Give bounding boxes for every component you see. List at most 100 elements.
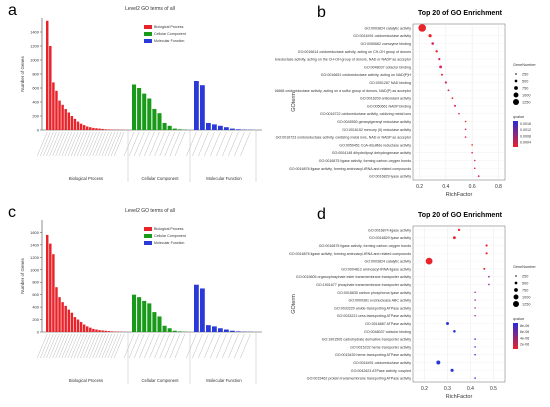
term-label: GO:0016491 oxidoreductase activity [353,361,411,365]
legend-color-bar [513,121,518,147]
term-label: GO:0015232 heme transporter activity [350,345,411,349]
bar [163,326,167,332]
term-label: GO:0016491 oxidoreductase activity [353,34,411,38]
bar [163,123,167,130]
legend-size-label: 250 [522,72,528,76]
category-tick-label [43,334,53,358]
legend-swatch [144,39,152,43]
data-point [431,42,434,45]
legend-color-label: 0.0012 [520,128,531,132]
x-tick-label: 0.4 [467,386,474,392]
y-tick-label: 600 [32,86,39,91]
legend-color-label: 0.0004 [520,141,531,145]
data-point [458,229,460,231]
bar [137,88,141,130]
category-tick-label [198,132,208,156]
category-tick-label [105,334,115,358]
term-label: GO:0016152 mercury (II) reductase activi… [342,128,411,132]
x-tick-label: 0.4 [442,184,449,190]
legend-size-label: 250 [522,274,528,278]
category-tick-label [80,132,90,156]
category-tick-label [93,132,103,156]
category-tick-label [71,132,81,156]
y-axis-label: GOterm [291,294,297,314]
bar-chart-c: Level2 GO terms of all020040060080010001… [0,202,270,402]
term-label: GO:0016616 oxidoreductase activity, acti… [275,58,412,62]
data-point [474,307,476,309]
category-tick-label [46,132,56,156]
category-tick-label [80,334,90,358]
term-label: GO:0016209 antioxidant activity [360,97,411,101]
term-label: GO:0045550 geranylgeranyl reductase acti… [337,120,411,124]
category-tick-label [68,334,78,358]
bar [55,287,57,332]
bar [104,129,106,130]
term-label: GO:0050662 coenzyme binding [360,42,411,46]
y-tick-label: 1200 [30,255,40,260]
category-tick-label [77,132,87,156]
term-label: GO:0050451 CoA-disulfide reductase activ… [339,143,411,147]
bar [104,331,106,332]
bar [194,285,199,332]
x-tick-label: 0.5 [490,386,497,392]
category-tick-label [93,334,103,358]
category-group-label: Cellular Component [141,378,179,383]
category-tick-label [99,132,109,156]
data-point [465,136,467,138]
data-point [435,50,437,52]
data-point [451,369,454,372]
data-point [438,58,440,60]
category-tick-label [114,334,124,358]
bar [152,109,156,130]
category-tick-label [65,132,75,156]
term-label: GO:0003824 catalytic activity [364,260,411,264]
y-tick-label: 400 [32,100,39,105]
data-point [465,121,467,123]
category-tick-label [83,132,93,156]
category-tick-label [56,334,66,358]
bar [132,295,136,332]
bar [206,325,211,332]
category-tick-label [175,132,185,156]
bar [178,129,182,130]
category-tick-label [86,334,96,358]
bar [77,320,79,332]
term-label: GO:1901677 phosphate transmembrane trans… [316,283,411,287]
category-tick-label [240,132,250,156]
category-group-label: Biological Process [69,176,103,181]
bar [224,330,229,332]
term-label: GO:0016875 ligase activity, forming carb… [319,244,411,248]
legend-label: Cellular Component [154,234,186,238]
data-point [483,268,485,270]
category-tick-label [71,334,81,358]
bar [95,128,97,130]
bar [173,331,177,332]
data-point [458,113,460,115]
bar [194,81,199,130]
bar [137,297,141,332]
category-tick-label [155,334,165,358]
data-point [454,105,456,107]
legend-size-dot [515,275,517,277]
bar [101,330,103,332]
term-label: GO:0048037 cofactor binding [364,65,411,69]
term-label: GO:0016876 ligase activity, forming amin… [289,167,411,171]
bar [142,94,146,130]
legend-label: Biological Process [154,25,184,29]
term-label: GO:0009381 excinuclease ABC activity [348,299,411,303]
data-point [448,89,450,91]
legend-color-title: qvalue [513,317,524,321]
category-tick-label [144,334,154,358]
category-tick-label [37,132,47,156]
term-label: GO:0016723 oxidoreductase activity, oxid… [276,136,412,140]
category-tick-label [210,132,220,156]
category-tick-label [129,132,139,156]
term-label: GO:0016651 oxidoreductase activity, acti… [321,73,412,77]
y-tick-label: 200 [32,114,39,119]
category-tick-label [114,132,124,156]
category-tick-label [134,132,144,156]
category-tick-label [222,334,232,358]
data-point [428,34,431,37]
